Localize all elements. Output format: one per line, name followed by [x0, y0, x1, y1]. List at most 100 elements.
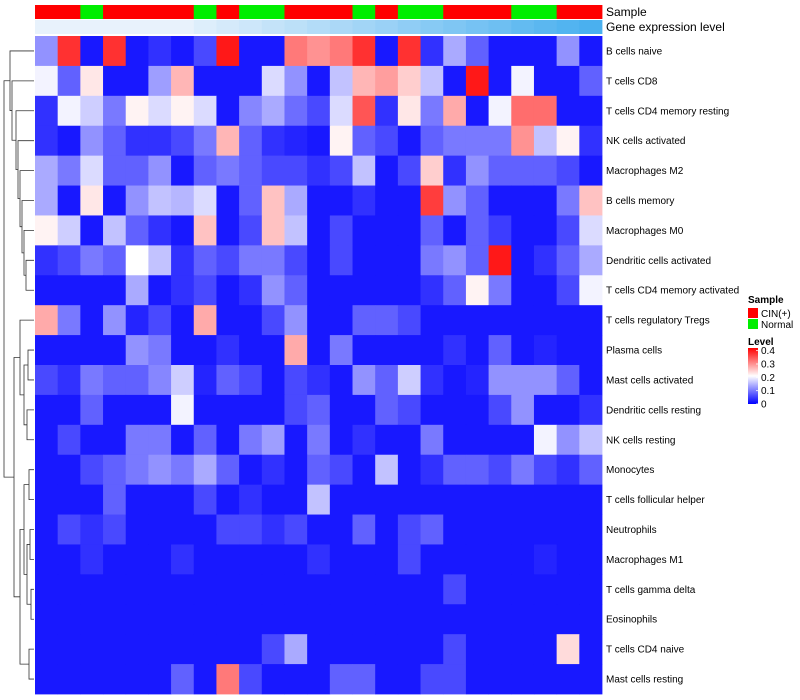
heatmap-cell [420, 544, 444, 575]
heatmap-cell [556, 305, 580, 336]
row-dendrogram [3, 50, 34, 680]
gene-expression-annotation-cell [261, 20, 285, 34]
heatmap-cell [307, 185, 331, 216]
heatmap-cell [239, 335, 263, 366]
heatmap-cell [397, 634, 421, 665]
heatmap-cell [397, 335, 421, 366]
heatmap-cell [397, 125, 421, 157]
heatmap-cell [57, 125, 81, 157]
heatmap-cell [103, 424, 127, 456]
heatmap-cell [329, 305, 353, 336]
heatmap-cell [556, 664, 580, 695]
heatmap-cell [239, 215, 263, 246]
heatmap-cell [556, 245, 580, 276]
heatmap-cell [579, 245, 603, 276]
row-label: Plasma cells [606, 346, 662, 357]
gene-expression-annotation-cell [329, 20, 353, 34]
heatmap-cell [375, 275, 399, 306]
heatmap-cell [35, 215, 59, 246]
heatmap-cell [579, 95, 603, 127]
heatmap-cell [579, 155, 603, 186]
heatmap-cell [397, 215, 421, 246]
heatmap-cell [352, 275, 376, 306]
heatmap-cell [216, 544, 240, 575]
row-label: T cells regulatory Tregs [606, 316, 710, 327]
heatmap-cell [35, 185, 59, 216]
heatmap-cell [284, 604, 308, 635]
heatmap-cell [420, 574, 444, 605]
heatmap-cell [465, 245, 489, 276]
sample-annotation-cell [193, 5, 217, 19]
heatmap-cell [125, 574, 149, 605]
heatmap-cell [125, 365, 149, 396]
gene-expression-annotation-cell [57, 20, 81, 34]
dendrogram-branch [27, 349, 34, 381]
gene-expression-annotation-cell [193, 20, 217, 34]
heatmap-cell [533, 275, 558, 306]
heatmap-cell [307, 155, 331, 186]
heatmap-cell [148, 275, 172, 306]
heatmap-cell [307, 215, 331, 246]
heatmap-cell [420, 245, 444, 276]
heatmap-cell [284, 454, 308, 486]
dendrogram-branch [28, 469, 34, 500]
gene-expression-annotation-cell [171, 20, 195, 34]
heatmap-cell [239, 574, 263, 605]
heatmap-cell [465, 514, 489, 545]
heatmap-cell [397, 36, 421, 67]
heatmap-cell [420, 424, 444, 456]
heatmap-cell [193, 65, 217, 97]
heatmap-cell [103, 155, 127, 186]
legend-swatch-normal [748, 319, 758, 329]
heatmap-cell [148, 664, 172, 695]
heatmap-cell [193, 634, 217, 665]
heatmap-cell [352, 604, 376, 635]
heatmap-cell [352, 36, 376, 67]
heatmap-cell [533, 394, 558, 426]
heatmap-cell [284, 335, 308, 366]
heatmap-cell [397, 454, 421, 486]
heatmap-cell [307, 514, 331, 545]
heatmap-cell [533, 65, 558, 97]
heatmap-cell [103, 394, 127, 426]
row-label: NK cells resting [606, 435, 675, 446]
heatmap-cell [57, 36, 81, 67]
heatmap-cell [148, 95, 172, 127]
heatmap-cell [420, 275, 444, 306]
heatmap-cell [216, 155, 240, 186]
heatmap-cell [148, 245, 172, 276]
heatmap-cell [352, 634, 376, 665]
heatmap-cell [329, 484, 353, 515]
heatmap-cell [329, 245, 353, 276]
heatmap-cell [397, 245, 421, 276]
heatmap-cell [511, 36, 535, 67]
heatmap-cell [307, 95, 331, 127]
heatmap-cell [80, 125, 104, 157]
heatmap-cell [35, 574, 59, 605]
heatmap-cell [579, 514, 603, 545]
heatmap-cell [35, 484, 59, 515]
sample-annotation-cell [533, 5, 558, 19]
heatmap-cell [556, 484, 580, 515]
heatmap-cell [556, 95, 580, 127]
heatmap-cell [35, 335, 59, 366]
heatmap-cell [307, 484, 331, 515]
heatmap-cell [171, 664, 195, 695]
heatmap-cell [171, 245, 195, 276]
heatmap-cell [284, 305, 308, 336]
gene-expression-annotation-cell [307, 20, 331, 34]
heatmap-cell [307, 65, 331, 97]
heatmap-cell [397, 424, 421, 456]
heatmap-cell [511, 335, 535, 366]
heatmap-cell [375, 365, 399, 396]
heatmap-cell [125, 335, 149, 366]
heatmap-cell [511, 65, 535, 97]
heatmap-cell [533, 335, 558, 366]
heatmap-cell [57, 574, 81, 605]
gene-expression-annotation-cell [216, 20, 240, 34]
heatmap-cell [465, 634, 489, 665]
legend-label-cin: CIN(+) [761, 309, 791, 320]
heatmap-cell [420, 215, 444, 246]
heatmap-cell [307, 275, 331, 306]
sample-annotation-cell [352, 5, 376, 19]
